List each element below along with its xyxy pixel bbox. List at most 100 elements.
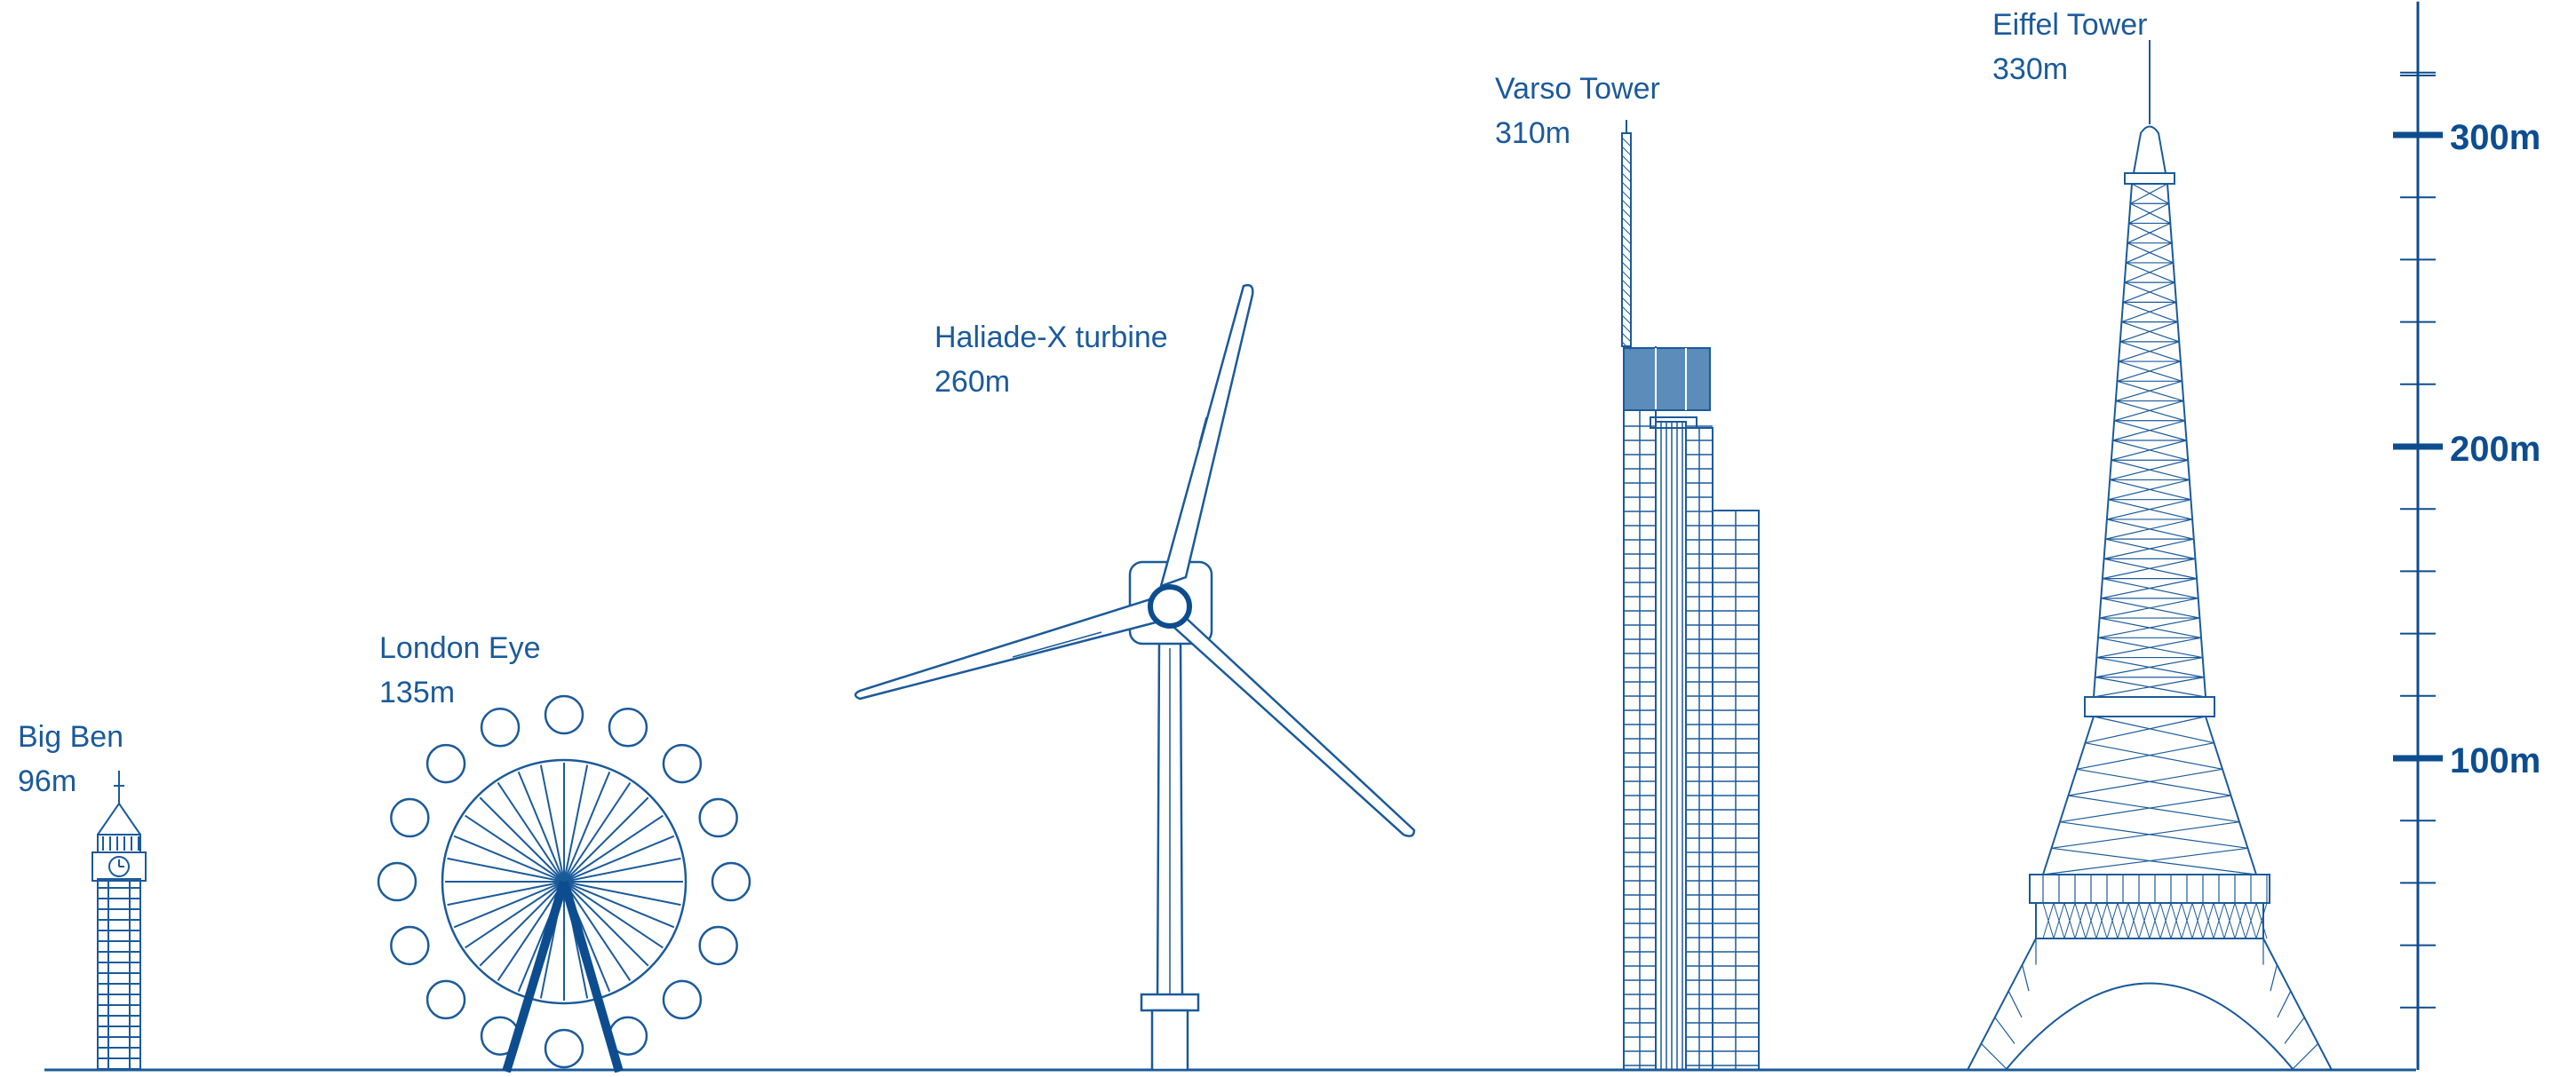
eiffel-base-legs-outer	[1967, 938, 2333, 1071]
london-eye-capsule	[377, 861, 417, 902]
eiffel-lattice	[2085, 742, 2223, 770]
london-eye-spoke	[563, 881, 632, 981]
eiffel-lattice	[2076, 768, 2231, 796]
eiffel-lattice	[2093, 677, 2205, 698]
turbine-hub	[1148, 584, 1192, 629]
varso-spire-lattice	[1621, 172, 1632, 183]
eiffel-lattice	[2126, 262, 2175, 283]
london-eye-capsule	[425, 743, 466, 784]
big-ben-clock-face	[108, 856, 130, 877]
eiffel-deck-lattice	[2213, 902, 2225, 939]
eiffel-lattice	[2119, 321, 2178, 343]
big-ben-drawing	[91, 771, 147, 1071]
eiffel-lattice	[1980, 1042, 2008, 1071]
london-eye-spoke	[563, 881, 681, 907]
london-eye-height: 135m	[379, 676, 456, 709]
eiffel-deck-lattice	[2095, 902, 2108, 939]
eiffel-lattice	[2113, 400, 2184, 422]
turbine-blade-left	[854, 598, 1161, 701]
london-eye-name: London Eye	[379, 631, 541, 665]
eiffel-height: 330m	[1992, 52, 2069, 86]
eiffel-lattice	[2008, 990, 2023, 1018]
eiffel-label: Eiffel Tower 330m	[1992, 3, 2148, 91]
big-ben-shaft	[97, 878, 141, 1071]
varso-spire-lattice	[1621, 252, 1632, 263]
london-eye-label: London Eye 135m	[379, 626, 541, 715]
varso-spire-lattice	[1621, 226, 1632, 236]
eiffel-deck-lattice	[2106, 902, 2119, 939]
varso-crown	[1623, 347, 1711, 411]
london-eye-capsule	[698, 925, 738, 966]
varso-spire-lattice	[1621, 297, 1632, 307]
big-ben-name: Big Ben	[18, 720, 124, 754]
varso-spire-lattice	[1621, 323, 1632, 334]
turbine-foundation	[1150, 1009, 1189, 1072]
eiffel-base-arch	[2005, 982, 2294, 1071]
eiffel-lattice	[2117, 360, 2182, 382]
eiffel-tower-drawing	[1967, 40, 2333, 1071]
turbine-blade-right	[1171, 615, 1416, 837]
eiffel-lattice	[2051, 821, 2240, 849]
varso-setback	[1650, 416, 1697, 429]
eiffel-lattice	[2097, 617, 2200, 638]
eiffel-lattice	[2106, 499, 2191, 520]
turbine-blade-up	[1159, 283, 1254, 588]
varso-label: Varso Tower 310m	[1495, 67, 1660, 155]
scale-label-100m: 100m	[2450, 741, 2541, 780]
eiffel-deck-lattice	[2117, 902, 2129, 939]
eiffel-lattice	[2121, 301, 2177, 323]
eiffel-lattice	[2115, 380, 2182, 402]
eiffel-deck-lattice	[2042, 902, 2055, 939]
big-ben-belfry	[97, 834, 141, 853]
eiffel-deck-lattice	[2063, 902, 2076, 939]
eiffel-deck-lattice	[2159, 902, 2172, 939]
scale-label-200m: 200m	[2450, 430, 2541, 469]
london-eye-spoke	[563, 782, 632, 883]
eiffel-lattice	[2076, 742, 2214, 770]
height-scale-bar	[2393, 1, 2443, 1070]
london-eye-spoke	[563, 814, 664, 883]
varso-spire-lattice	[1621, 217, 1632, 227]
eiffel-lattice	[2284, 1017, 2305, 1044]
varso-spire-lattice	[1621, 190, 1632, 201]
eiffel-lattice	[2051, 847, 2257, 875]
eiffel-lattice	[2127, 222, 2171, 244]
london-eye-capsule	[662, 743, 703, 784]
eiffel-top-platform	[2124, 172, 2175, 185]
haliade-x-height: 260m	[934, 365, 1011, 399]
eiffel-lattice	[2101, 578, 2198, 599]
london-eye-spoke	[563, 764, 589, 883]
varso-spire-lattice	[1621, 208, 1632, 218]
varso-name: Varso Tower	[1495, 72, 1660, 106]
eiffel-lattice	[2291, 1042, 2319, 1071]
london-eye-spoke	[497, 782, 565, 883]
big-ben-label: Big Ben 96m	[18, 715, 123, 804]
london-eye-a-frame-leg	[560, 880, 624, 1073]
london-eye-spoke	[539, 764, 565, 883]
london-eye-rim	[441, 758, 688, 1005]
london-eye-capsule	[544, 1028, 584, 1069]
eiffel-lattice	[2093, 716, 2214, 744]
london-eye-spoke	[479, 796, 565, 883]
eiffel-lattice	[2059, 795, 2231, 823]
eiffel-lattice	[2059, 821, 2248, 849]
london-eye-spoke	[453, 835, 565, 883]
eiffel-lattice	[2128, 222, 2173, 244]
eiffel-lattice	[2277, 990, 2292, 1018]
eiffel-lattice	[2118, 341, 2180, 362]
eiffel-lattice	[2131, 183, 2169, 204]
eiffel-deck-lattice	[2223, 902, 2236, 939]
eiffel-deck-lattice	[2255, 902, 2268, 939]
london-eye-spoke	[479, 881, 565, 967]
turbine-platform	[1140, 993, 1200, 1012]
eiffel-lattice	[2111, 440, 2187, 461]
eiffel-deck-lattice	[2234, 902, 2246, 939]
london-eye-spoke	[563, 881, 664, 949]
eiffel-lattice	[2127, 242, 2174, 264]
varso-spire-lattice	[1621, 199, 1632, 210]
eiffel-lattice	[2042, 847, 2248, 875]
varso-spire-lattice	[1621, 181, 1632, 192]
eiffel-first-platform	[2029, 874, 2270, 904]
eiffel-lattice	[2110, 459, 2189, 481]
